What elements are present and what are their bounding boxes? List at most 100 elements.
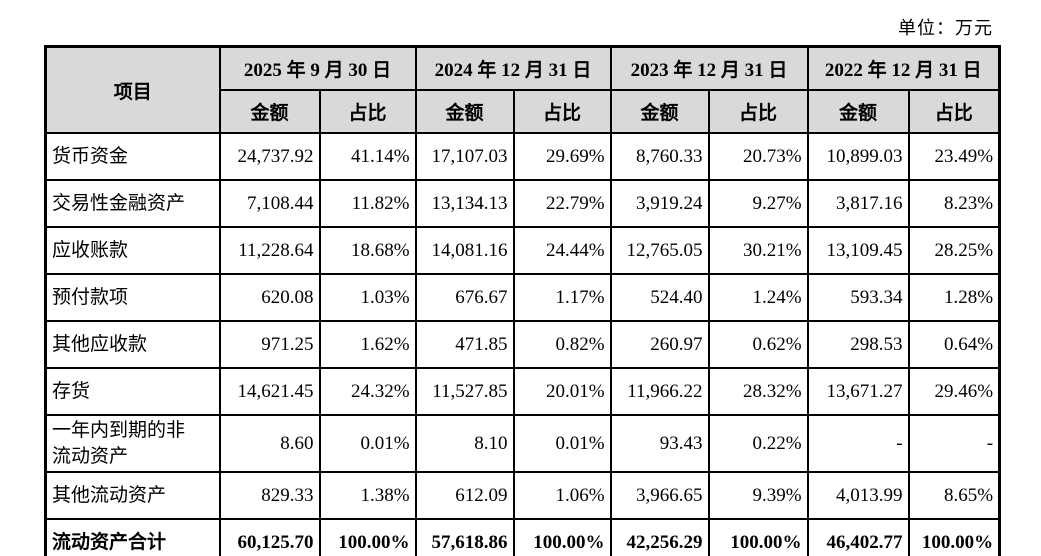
ratio-cell: 1.17%: [512, 273, 612, 322]
header-period-2022-12-31: 2022 年 12 月 31 日: [806, 45, 1001, 91]
amount-cell: 829.33: [218, 471, 321, 521]
amount-cell: 593.34: [806, 273, 910, 322]
item-cell: 交易性金融资产: [44, 179, 221, 228]
table-row: 应收账款 11,228.64 18.68% 14,081.16 24.44% 1…: [44, 226, 1001, 275]
amount-cell: 3,966.65: [609, 471, 710, 521]
item-cell: 预付款项: [44, 273, 221, 322]
amount-cell: 8.60: [218, 413, 321, 474]
ratio-cell: 1.62%: [318, 320, 417, 369]
item-cell: 存货: [44, 367, 221, 416]
ratio-cell: 30.21%: [707, 226, 809, 275]
ratio-cell: 29.69%: [512, 132, 612, 181]
amount-cell: 11,527.85: [414, 367, 515, 416]
amount-cell: 14,081.16: [414, 226, 515, 275]
ratio-cell: 0.82%: [512, 320, 612, 369]
amount-cell: 10,899.03: [806, 132, 910, 181]
amount-cell: 471.85: [414, 320, 515, 369]
header-period-2024-12-31: 2024 年 12 月 31 日: [414, 45, 612, 91]
amount-cell: 11,228.64: [218, 226, 321, 275]
ratio-cell: 1.03%: [318, 273, 417, 322]
amount-cell: 13,109.45: [806, 226, 910, 275]
amount-cell: 42,256.29: [609, 518, 710, 556]
table-body: 货币资金 24,737.92 41.14% 17,107.03 29.69% 8…: [44, 132, 1001, 556]
table-row: 交易性金融资产 7,108.44 11.82% 13,134.13 22.79%…: [44, 179, 1001, 228]
table-row: 一年内到期的非流动资产 8.60 0.01% 8.10 0.01% 93.43 …: [44, 413, 1001, 474]
amount-cell: 11,966.22: [609, 367, 710, 416]
ratio-cell: 1.28%: [907, 273, 1001, 322]
amount-cell: 3,817.16: [806, 179, 910, 228]
table-row: 其他应收款 971.25 1.62% 471.85 0.82% 260.97 0…: [44, 320, 1001, 369]
header-ratio-2025: 占比: [318, 89, 417, 134]
header-amount-2022: 金额: [806, 89, 910, 134]
amount-cell: 24,737.92: [218, 132, 321, 181]
amount-cell: 620.08: [218, 273, 321, 322]
table-row: 其他流动资产 829.33 1.38% 612.09 1.06% 3,966.6…: [44, 471, 1001, 521]
item-cell: 流动资产合计: [44, 518, 221, 556]
amount-cell: 298.53: [806, 320, 910, 369]
header-period-row: 项目 2025 年 9 月 30 日 2024 年 12 月 31 日 2023…: [44, 45, 1001, 134]
ratio-cell: 9.27%: [707, 179, 809, 228]
amount-cell: 971.25: [218, 320, 321, 369]
amount-cell: 612.09: [414, 471, 515, 521]
ratio-cell: 0.01%: [512, 413, 612, 474]
amount-cell: 57,618.86: [414, 518, 515, 556]
ratio-cell: 0.01%: [318, 413, 417, 474]
amount-cell: 7,108.44: [218, 179, 321, 228]
header-ratio-2024: 占比: [512, 89, 612, 134]
item-cell: 货币资金: [44, 132, 221, 181]
amount-cell: 14,621.45: [218, 367, 321, 416]
item-cell: 其他应收款: [44, 320, 221, 369]
amount-cell: 13,671.27: [806, 367, 910, 416]
ratio-cell: 28.25%: [907, 226, 1001, 275]
ratio-cell: 1.24%: [707, 273, 809, 322]
ratio-cell: 0.22%: [707, 413, 809, 474]
table-row-total: 流动资产合计 60,125.70 100.00% 57,618.86 100.0…: [44, 518, 1001, 556]
unit-label: 单位：万元: [898, 18, 993, 38]
ratio-cell: 11.82%: [318, 179, 417, 228]
header-period-2023-12-31: 2023 年 12 月 31 日: [609, 45, 809, 91]
header-ratio-2023: 占比: [707, 89, 809, 134]
current-assets-table: 项目 2025 年 9 月 30 日 2024 年 12 月 31 日 2023…: [44, 45, 1002, 556]
ratio-cell: 8.65%: [907, 471, 1001, 521]
amount-cell: 93.43: [609, 413, 710, 474]
table-header: 项目 2025 年 9 月 30 日 2024 年 12 月 31 日 2023…: [44, 45, 1001, 134]
header-period-2025-09-30: 2025 年 9 月 30 日: [218, 45, 417, 91]
ratio-cell: 24.44%: [512, 226, 612, 275]
ratio-cell: 20.73%: [707, 132, 809, 181]
ratio-cell: 100.00%: [512, 518, 612, 556]
amount-cell: 3,919.24: [609, 179, 710, 228]
ratio-cell: 100.00%: [707, 518, 809, 556]
amount-cell: 12,765.05: [609, 226, 710, 275]
item-cell: 应收账款: [44, 226, 221, 275]
amount-cell: 60,125.70: [218, 518, 321, 556]
ratio-cell: 0.62%: [707, 320, 809, 369]
amount-cell: 524.40: [609, 273, 710, 322]
table-row: 预付款项 620.08 1.03% 676.67 1.17% 524.40 1.…: [44, 273, 1001, 322]
header-item: 项目: [44, 45, 221, 134]
header-ratio-2022: 占比: [907, 89, 1001, 134]
ratio-cell: 1.38%: [318, 471, 417, 521]
ratio-cell: 28.32%: [707, 367, 809, 416]
header-amount-2025: 金额: [218, 89, 321, 134]
table-row: 货币资金 24,737.92 41.14% 17,107.03 29.69% 8…: [44, 132, 1001, 181]
ratio-cell: 23.49%: [907, 132, 1001, 181]
ratio-cell: 1.06%: [512, 471, 612, 521]
amount-cell: -: [806, 413, 910, 474]
amount-cell: 46,402.77: [806, 518, 910, 556]
amount-cell: 17,107.03: [414, 132, 515, 181]
item-cell: 其他流动资产: [44, 471, 221, 521]
ratio-cell: 100.00%: [318, 518, 417, 556]
ratio-cell: 0.64%: [907, 320, 1001, 369]
amount-cell: 4,013.99: [806, 471, 910, 521]
ratio-cell: 8.23%: [907, 179, 1001, 228]
header-measure-row: 金额 占比 金额 占比 金额 占比 金额 占比: [46, 89, 1001, 134]
ratio-cell: 22.79%: [512, 179, 612, 228]
header-amount-2024: 金额: [414, 89, 515, 134]
table-row: 存货 14,621.45 24.32% 11,527.85 20.01% 11,…: [44, 367, 1001, 416]
ratio-cell: -: [907, 413, 1001, 474]
ratio-cell: 41.14%: [318, 132, 417, 181]
ratio-cell: 20.01%: [512, 367, 612, 416]
item-cell: 一年内到期的非流动资产: [44, 413, 221, 474]
amount-cell: 13,134.13: [414, 179, 515, 228]
